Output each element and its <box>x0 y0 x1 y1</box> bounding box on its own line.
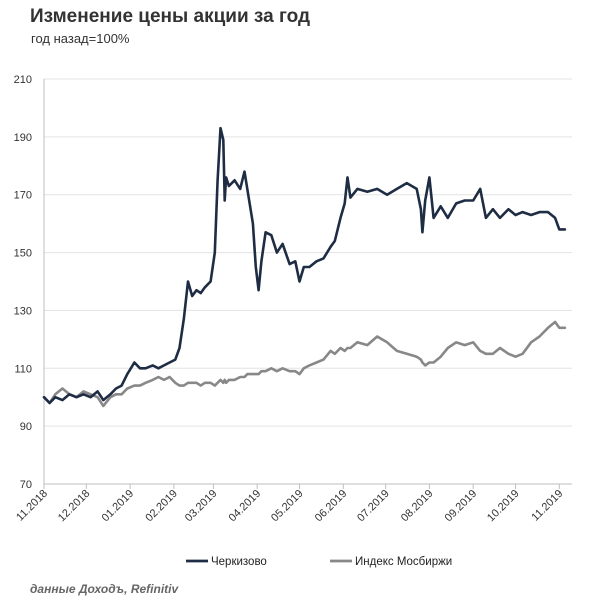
legend-label: Черкизово <box>211 556 267 568</box>
y-tick-label: 130 <box>14 305 32 317</box>
y-tick-label: 170 <box>14 190 32 202</box>
x-tick-label: 07.2019 <box>355 488 392 525</box>
x-tick-label: 01.2019 <box>100 488 137 525</box>
x-tick-label: 11.2018 <box>14 488 50 524</box>
series-line <box>42 126 567 405</box>
chart-subtitle: год назад=100% <box>31 31 130 46</box>
chart-title: Изменение цены акции за год <box>30 6 311 27</box>
y-grid <box>44 78 572 485</box>
y-tick-label: 210 <box>14 74 32 86</box>
legend: Черкизово Индекс Мосбиржи <box>186 556 452 568</box>
x-tick-label: 03.2019 <box>183 488 220 525</box>
legend-label: Индекс Мосбиржи <box>355 556 452 568</box>
y-tick-label: 190 <box>14 132 32 144</box>
x-tick-label: 06.2019 <box>313 488 350 525</box>
x-axis: 11.2018 12.2018 01.2019 02.2019 03.2019 04.20… <box>14 79 572 524</box>
x-tick-label: 10.2019 <box>485 488 522 525</box>
y-tick-label: 70 <box>20 479 32 491</box>
y-tick-label: 110 <box>14 363 32 375</box>
x-tick-label: 05.2019 <box>269 488 306 525</box>
y-tick-label: 90 <box>20 421 32 433</box>
x-tick-label: 08.2019 <box>399 488 436 525</box>
data-source: данные Доходъ, Refinitiv <box>30 582 179 596</box>
y-axis: 70 90 110 130 150 170 190 210 <box>14 74 32 491</box>
y-tick-label: 150 <box>14 248 32 260</box>
x-tick-label: 02.2019 <box>143 488 180 525</box>
x-tick-label: 12.2018 <box>56 488 93 525</box>
x-tick-label: 04.2019 <box>227 488 264 525</box>
plot-area <box>42 126 567 408</box>
x-tick-label: 11.2019 <box>529 488 565 524</box>
x-tick-label: 09.2019 <box>443 488 480 525</box>
series-line <box>42 320 567 408</box>
